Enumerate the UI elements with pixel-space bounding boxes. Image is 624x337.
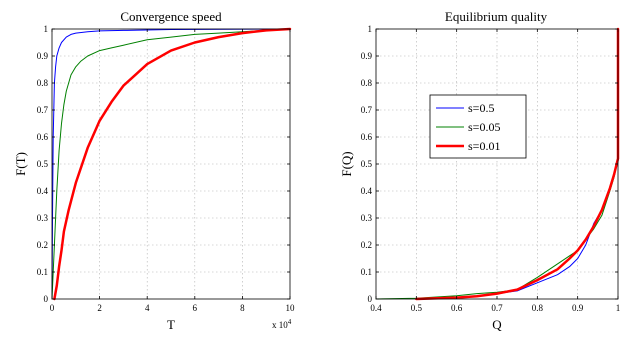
series-line-1 (51, 28, 291, 300)
y-tick-label: 0.6 (361, 132, 373, 142)
legend-label-s05: s=0.5 (468, 101, 494, 115)
x-tick-label: 0 (50, 303, 55, 313)
x-tick-label: 0.8 (532, 303, 544, 313)
y-tick-label: 0.9 (37, 51, 49, 61)
y-tick-label: 0.9 (361, 51, 373, 61)
y-axis-label: F(T) (13, 152, 28, 176)
x-tick-label: 0.6 (451, 303, 463, 313)
chart-title: Convergence speed (120, 9, 222, 24)
x-tick-label: 0.7 (491, 303, 503, 313)
x-multiplier-label: x 104 (272, 318, 292, 330)
plot-frame (51, 28, 291, 300)
chart-title: Equilibrium quality (445, 9, 548, 24)
y-tick-label: 0.1 (361, 267, 372, 277)
y-tick-label: 0 (368, 294, 373, 304)
y-tick-label: 0.4 (37, 186, 49, 196)
y-tick-label: 0.2 (37, 240, 48, 250)
convergence-speed-chart: Convergence speed 0 2 4 6 8 10 0 0.1 0.2 0.3 0.4 0.… (13, 9, 295, 332)
y-tick-label: 0.8 (361, 78, 373, 88)
x-tick-label: 1 (616, 303, 621, 313)
x-tick-label: 0.4 (370, 303, 382, 313)
x-tick-label: 8 (240, 303, 245, 313)
y-tick-label: 0.3 (37, 213, 49, 223)
series-line-0 (51, 28, 291, 300)
x-tick-label: 0.5 (411, 303, 423, 313)
x-tick-label: 4 (145, 303, 150, 313)
y-tick-label: 0.5 (37, 159, 49, 169)
series-line-2 (415, 27, 620, 301)
x-axis-label: T (167, 317, 175, 332)
y-tick-label: 0.7 (361, 105, 373, 115)
y-tick-label: 0.4 (361, 186, 373, 196)
y-axis-label: F(Q) (339, 151, 354, 176)
y-tick-label: 0.3 (361, 213, 373, 223)
x-multiplier-exponent: 4 (288, 318, 292, 326)
y-tick-label: 0.2 (361, 240, 372, 250)
y-tick-label: 1 (368, 24, 373, 34)
x-tick-label: 2 (97, 303, 102, 313)
y-tick-label: 0.6 (37, 132, 49, 142)
equilibrium-quality-chart: Equilibrium quality 0.4 0.5 0.6 0.7 0.8 0.9 1 0… (339, 9, 620, 332)
y-tick-label: 0 (44, 294, 49, 304)
y-tick-label: 0.8 (37, 78, 49, 88)
legend-label-s001: s=0.01 (468, 139, 500, 153)
series-line-2 (53, 27, 292, 301)
y-tick-label: 1 (44, 24, 49, 34)
y-tick-label: 0.7 (37, 105, 49, 115)
legend-label-s005: s=0.05 (468, 120, 500, 134)
x-tick-label: 6 (193, 303, 198, 313)
legend: s=0.5 s=0.05 s=0.01 (429, 94, 527, 159)
y-tick-label: 0.1 (37, 267, 48, 277)
x-axis-label: Q (492, 317, 502, 332)
x-tick-label: 0.9 (572, 303, 584, 313)
x-tick-label: 10 (286, 303, 296, 313)
y-tick-label: 0.5 (361, 159, 373, 169)
